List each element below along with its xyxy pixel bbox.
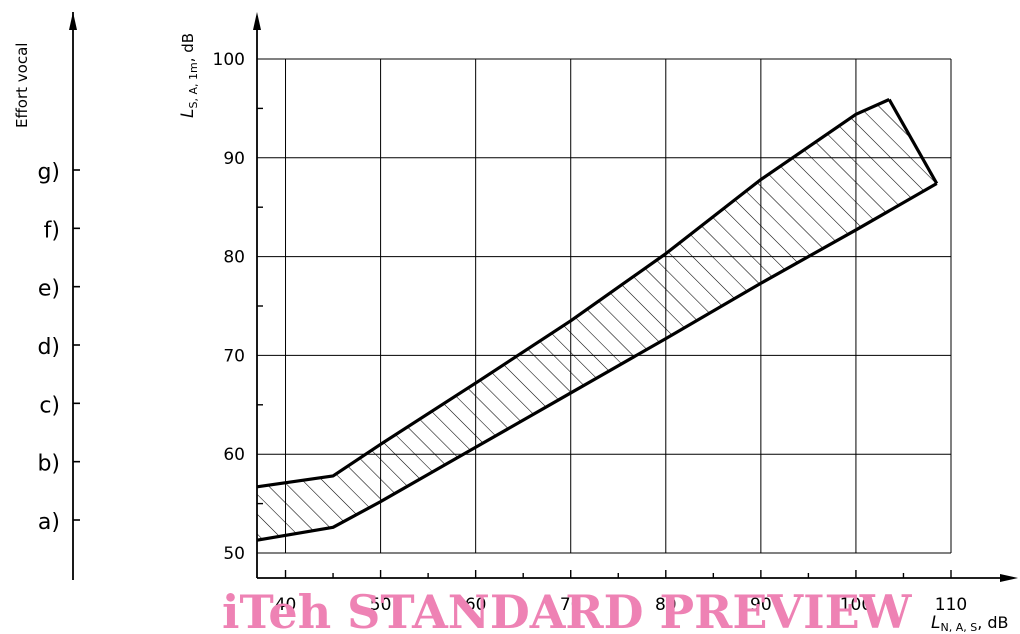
y-tick-label: 50: [223, 544, 245, 564]
y-tick-label: 60: [223, 445, 245, 465]
x-axis-title: LN, A, S, dB: [931, 613, 1009, 634]
x-tick-label: 90: [750, 595, 772, 615]
y-axis-arrow: [253, 12, 261, 30]
x-tick-label: 70: [560, 595, 582, 615]
x-tick-label: 100: [840, 595, 872, 615]
y-tick-label: 100: [213, 50, 245, 70]
effort-axis: a) b) c) d) e) f) g): [37, 12, 80, 580]
x-tick-label: 80: [655, 595, 677, 615]
y-tick-label: 70: [223, 346, 245, 366]
effort-label: d): [37, 335, 60, 360]
y-tick-label: 90: [223, 149, 245, 169]
y-tick-label: 80: [223, 248, 245, 268]
x-tick-label: 50: [370, 595, 392, 615]
effort-axis-arrow: [69, 12, 77, 30]
band-fill: [257, 99, 937, 541]
band-lower-line: [256, 182, 938, 542]
effort-label: c): [39, 393, 60, 418]
y-axis-title-main: L: [178, 109, 198, 118]
x-tick-label: 40: [275, 595, 297, 615]
effort-label: a): [38, 510, 60, 535]
x-axis-ticks: 40 50 60 70 80 90 100 110: [275, 570, 967, 615]
effort-axis-title: Effort vocal: [13, 43, 31, 128]
band-group: [256, 98, 939, 542]
axes: [253, 12, 1018, 582]
effort-label: e): [38, 277, 60, 302]
x-axis-arrow: [1000, 574, 1018, 582]
effort-label: b): [37, 452, 60, 477]
band-right-edge: [887, 98, 939, 185]
y-axis-title-subscript: S, A, 1m: [187, 62, 200, 108]
band-upper-line: [256, 98, 890, 489]
x-axis-title-main: L: [931, 613, 940, 633]
watermark: iTeh STANDARD PREVIEW: [222, 585, 913, 634]
y-axis-title: LS, A, 1m, dB: [178, 33, 200, 118]
y-axis-ticks: 50 60 70 80 90 100: [213, 50, 263, 564]
y-axis-title-unit: , dB: [179, 33, 197, 62]
x-tick-label: 60: [465, 595, 487, 615]
x-axis-title-unit: , dB: [977, 613, 1008, 632]
x-axis-title-subscript: N, A, S: [940, 621, 977, 634]
effort-label: f): [44, 218, 60, 243]
effort-label: g): [37, 160, 60, 185]
x-tick-label: 110: [935, 595, 967, 615]
